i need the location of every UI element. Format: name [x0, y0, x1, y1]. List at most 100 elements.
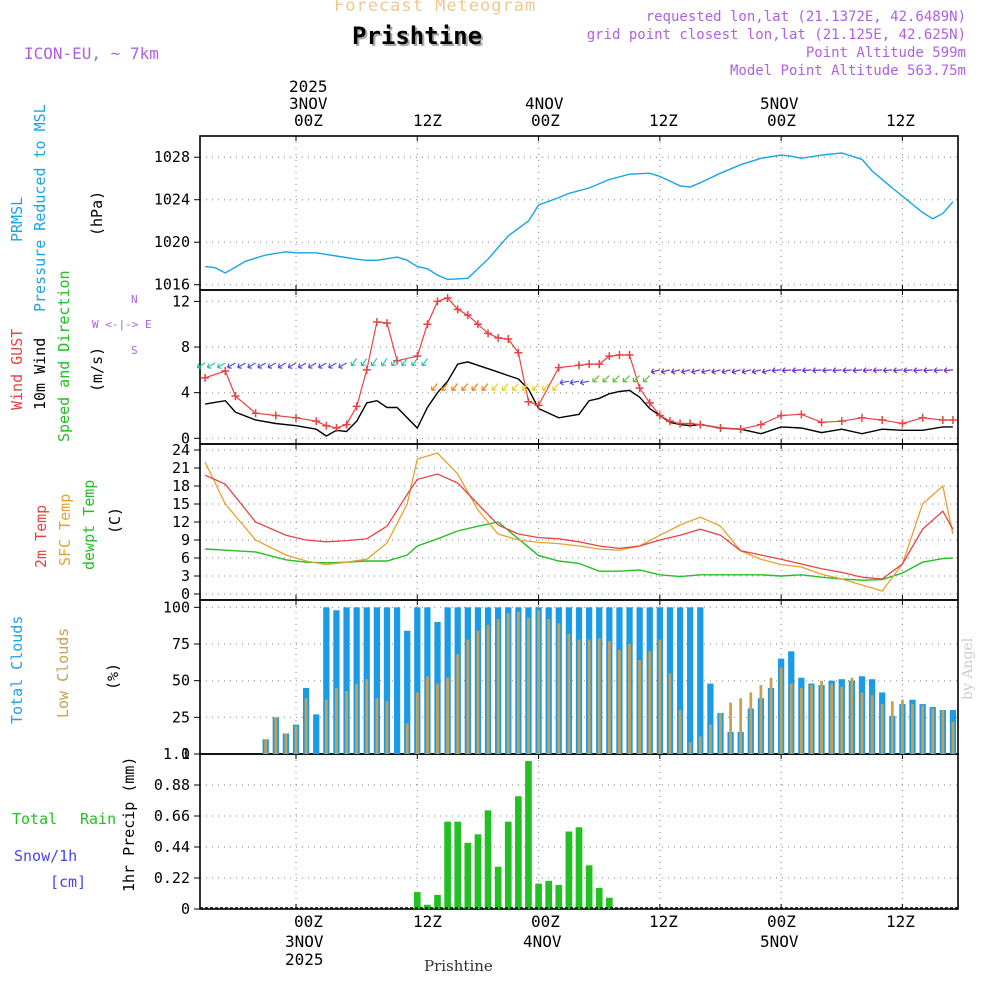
wind-direction-arrow: [216, 362, 226, 369]
low-cloud-bar: [405, 723, 409, 754]
gust-marker: [332, 424, 341, 433]
low-cloud-bar: [375, 698, 379, 754]
low-cloud-bar: [941, 710, 945, 754]
gust-marker: [857, 413, 866, 422]
wind-direction-arrow: [317, 362, 327, 369]
gust-marker: [665, 417, 674, 426]
y-tick-label: 21: [172, 459, 190, 477]
gust-marker: [231, 392, 240, 401]
wind-direction-arrow: [721, 368, 731, 375]
wind-direction-arrow: [227, 362, 236, 369]
wind-direction-arrow: [542, 383, 550, 392]
low-cloud-bar: [860, 692, 864, 754]
gust-marker: [756, 420, 765, 429]
low-cloud-bar: [638, 660, 642, 754]
y-tick-label: 0: [181, 745, 190, 763]
rain-bar: [575, 827, 583, 909]
gust-marker: [655, 411, 664, 420]
gust-marker: [837, 417, 846, 426]
wind-direction-arrow: [501, 383, 509, 392]
low-cloud-bar: [537, 610, 540, 754]
low-cloud-bar: [921, 705, 925, 754]
low-cloud-bar: [415, 692, 419, 754]
wind-direction-arrow: [903, 367, 913, 374]
total-cloud-bar: [414, 607, 421, 754]
low-cloud-bar: [901, 699, 904, 754]
y-tick-label: 15: [172, 495, 190, 513]
low-cloud-bar: [527, 617, 530, 754]
wind-direction-arrow: [862, 367, 873, 374]
gust-marker: [514, 348, 523, 357]
low-cloud-bar: [840, 686, 844, 754]
bottom-tick-1: 12Z: [413, 912, 442, 931]
temp-unit: (C): [106, 506, 124, 534]
gust-marker: [878, 416, 887, 425]
y-tick-label: 0.22: [154, 869, 190, 887]
low-cloud-bar: [557, 623, 561, 754]
precip-label-rain: Rain: [80, 810, 117, 828]
gust-marker: [898, 419, 907, 428]
gust-marker: [362, 365, 371, 374]
total-cloud-bar: [353, 607, 360, 754]
gust-marker: [777, 411, 786, 420]
wind-direction-arrow: [943, 367, 953, 374]
rain-bar: [565, 831, 573, 909]
rain-bar: [595, 887, 603, 909]
wind-direction-arrow: [511, 383, 519, 392]
low-cloud-bar: [284, 733, 288, 754]
wind-direction-arrow: [602, 375, 610, 383]
low-cloud-bar: [799, 688, 803, 754]
total-cloud-bar: [313, 714, 320, 754]
rain-bar: [474, 834, 482, 909]
sfc-temp-line: [204, 452, 954, 592]
y-tick-label: 0: [181, 429, 190, 447]
low-cloud-bar: [729, 702, 732, 754]
wind-direction-arrow: [761, 368, 772, 375]
low-cloud-bar: [466, 639, 470, 754]
low-cloud-bar: [304, 698, 308, 754]
wind-compass-s: S: [131, 344, 138, 357]
rain-bar: [424, 904, 431, 909]
y-tick-label: 6: [181, 549, 190, 567]
low-cloud-bar: [739, 698, 743, 754]
gust-marker: [524, 397, 533, 406]
pressure-label-1: PRMSL: [8, 196, 26, 242]
gust-marker: [938, 416, 947, 425]
wind-direction-arrow: [893, 367, 903, 374]
wind-direction-arrow: [670, 368, 681, 375]
low-cloud-bar: [810, 685, 813, 754]
y-tick-label: 25: [172, 708, 190, 726]
wind-direction-arrow: [701, 368, 711, 375]
wind-direction-arrow: [660, 368, 671, 375]
low-cloud-bar: [789, 683, 793, 754]
wind-direction-arrow: [579, 379, 590, 386]
bottom-date-4nov: 4NOV: [523, 932, 562, 951]
pressure-label-2: Pressure Reduced to MSL: [31, 104, 49, 312]
rain-bar: [413, 892, 421, 909]
gust-marker: [625, 351, 634, 360]
top-tick-2: 00Z: [531, 111, 560, 130]
y-tick-label: 100: [163, 598, 190, 616]
footer-place: Prishtine: [424, 957, 493, 975]
rain-bar: [504, 821, 512, 909]
wind-direction-arrow: [451, 383, 459, 392]
wind-direction-arrow: [267, 362, 277, 369]
gust-marker: [736, 425, 745, 434]
wind-direction-arrow: [491, 383, 499, 392]
model-label: ICON-EU, ~ 7km: [24, 44, 159, 63]
top-tick-0: 00Z: [294, 111, 323, 130]
total-cloud-bar: [676, 607, 684, 754]
rain-bar: [535, 883, 542, 909]
wind-direction-arrow: [431, 383, 438, 392]
gust-marker: [423, 320, 432, 329]
gust-marker: [372, 317, 381, 326]
rain-bar: [454, 821, 462, 909]
top-date-5nov: 5NOV: [760, 94, 799, 113]
low-cloud-bar: [385, 701, 389, 754]
gust-marker: [342, 420, 351, 429]
y-tick-label: 1028: [154, 148, 190, 166]
low-cloud-bar: [698, 736, 702, 754]
gust-marker: [312, 417, 321, 426]
gust-marker: [635, 384, 644, 393]
